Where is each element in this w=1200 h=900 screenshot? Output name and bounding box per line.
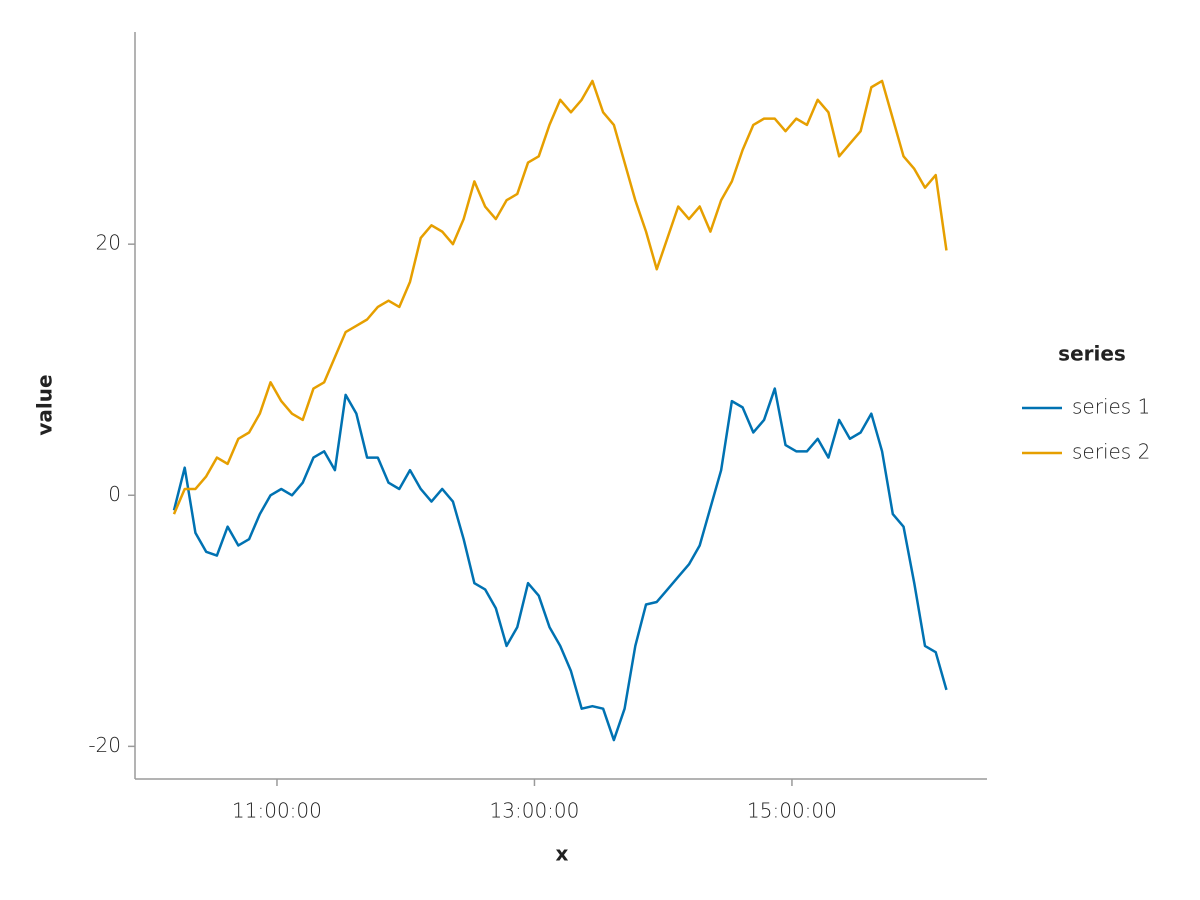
x-tick-label: 13:00:00 — [490, 799, 580, 823]
x-tick-label: 15:00:00 — [747, 799, 837, 823]
y-tick-label: 20 — [96, 231, 121, 255]
y-tick-label: -20 — [88, 733, 121, 757]
legend-label: series 1 — [1072, 395, 1150, 419]
y-tick-label: 0 — [108, 482, 121, 506]
y-axis-label: value — [33, 374, 57, 435]
line — [172, 387, 948, 742]
legend-label: series 2 — [1072, 440, 1150, 464]
line — [172, 79, 948, 515]
legend-title: series — [1058, 342, 1126, 366]
x-tick-label: 11:00:00 — [232, 799, 322, 823]
x-axis-label: x — [556, 842, 569, 866]
